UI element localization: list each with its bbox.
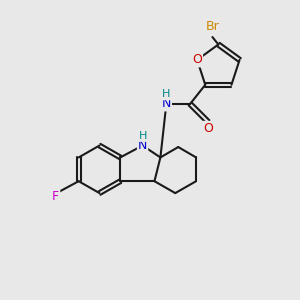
Text: Br: Br (206, 20, 219, 33)
Text: O: O (203, 122, 213, 135)
Text: H: H (162, 89, 170, 99)
Text: F: F (52, 190, 59, 203)
Text: O: O (192, 53, 202, 66)
Text: H: H (138, 131, 147, 141)
Text: N: N (138, 139, 147, 152)
Text: N: N (162, 98, 171, 110)
